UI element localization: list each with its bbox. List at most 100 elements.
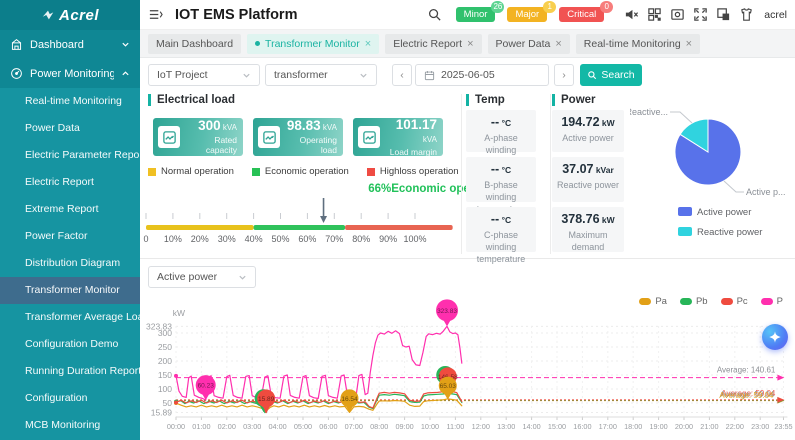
svg-text:15:00: 15:00: [548, 422, 566, 431]
svg-text:80%: 80%: [352, 234, 370, 244]
alarm-count-badge: 1: [543, 1, 557, 13]
device-select-value: transformer: [274, 69, 328, 81]
date-value: 2025-06-05: [441, 69, 495, 81]
power-label: Maximum demand: [568, 230, 608, 253]
tab-power-data[interactable]: Power Data ×: [487, 33, 570, 54]
alarm-badge-minor[interactable]: Minor 26: [455, 1, 505, 22]
sidebar-item-configuration-demo[interactable]: Configuration Demo: [25, 338, 119, 350]
alarm-badge-label: Critical: [567, 9, 597, 20]
status-legend-item: Economic operation: [251, 166, 349, 177]
project-select[interactable]: IoT Project: [148, 64, 260, 86]
tab-label: Real-time Monitoring: [583, 37, 681, 50]
svg-text:21:00: 21:00: [700, 422, 718, 431]
svg-text:Active power: Active power: [697, 207, 751, 218]
tab-close-icon[interactable]: ×: [555, 37, 562, 50]
line-chart-legend: Pa Pb Pc P: [639, 296, 783, 307]
svg-text:06:00: 06:00: [319, 422, 337, 431]
electrical-load-title: Electrical load: [148, 94, 235, 106]
sidebar-item-mcb-monitoring[interactable]: MCB Monitoring: [25, 419, 101, 431]
legend-label: Normal operation: [161, 166, 234, 177]
screenshot-icon[interactable]: [670, 7, 685, 22]
load-card-operating-load: 98.83 kVA Operating load: [253, 118, 343, 156]
tab-close-icon[interactable]: ×: [467, 37, 474, 50]
sparkle-icon: [769, 331, 781, 343]
power-label: Reactive power: [556, 180, 620, 190]
status-legend-item: Highloss operation: [366, 166, 459, 177]
svg-text:60.23: 60.23: [198, 383, 215, 390]
sidebar-item-real-time-monitoring[interactable]: Real-time Monitoring: [25, 95, 122, 107]
fullscreen-icon[interactable]: [693, 7, 708, 22]
device-select[interactable]: transformer: [265, 64, 377, 86]
active-tab-dot: [255, 41, 261, 46]
tab-close-icon[interactable]: ×: [685, 37, 693, 50]
sidebar-item-power-data[interactable]: Power Data: [25, 122, 80, 134]
svg-text:10%: 10%: [164, 234, 182, 244]
theme-layers-icon[interactable]: [716, 7, 731, 22]
temp-card: -- °CB-phase winding temperature: [466, 157, 536, 214]
sidebar-item-label: Power Monitoring: [30, 67, 114, 80]
tab-close-icon[interactable]: ×: [364, 37, 372, 50]
sidebar-item-extreme-report[interactable]: Extreme Report: [25, 203, 99, 215]
alarm-badge-critical[interactable]: Critical 0: [559, 1, 614, 22]
sidebar-item-power-factor[interactable]: Power Factor: [25, 230, 88, 242]
power-title: Power: [552, 94, 596, 106]
mute-icon[interactable]: [624, 7, 639, 22]
pie-legend-swatch[interactable]: [678, 207, 692, 216]
sidebar-item-power-monitoring[interactable]: Power Monitoring: [0, 59, 140, 88]
svg-text:70%: 70%: [325, 234, 343, 244]
legend-label: P: [776, 296, 783, 307]
chevron-down-icon: [239, 275, 246, 280]
app-logo[interactable]: Acrel: [0, 0, 140, 30]
power-value: 37.07: [562, 162, 594, 176]
sidebar-item-transformer-average-loa-[interactable]: Transformer Average Loa...: [25, 311, 140, 323]
sidebar-item-electric-parameter-report[interactable]: Electric Parameter Report: [25, 149, 140, 161]
chart-legend-item-pc[interactable]: Pc: [720, 296, 748, 307]
svg-text:19:00: 19:00: [649, 422, 667, 431]
power-unit: kW: [599, 215, 615, 225]
alarm-badge-label: Major: [515, 9, 540, 20]
svg-text:323.83: 323.83: [437, 308, 457, 315]
search-button[interactable]: Search: [580, 64, 642, 86]
pie-legend-swatch[interactable]: [678, 227, 692, 236]
legend-label: Pa: [655, 296, 667, 307]
tab-electric-report[interactable]: Electric Report ×: [385, 33, 482, 54]
chart-legend-item-p[interactable]: P: [760, 296, 783, 307]
skin-icon[interactable]: [739, 7, 754, 22]
load-card-load-margin: 101.17 kVA Load margin: [353, 117, 443, 157]
search-icon[interactable]: [427, 7, 442, 22]
menu-collapse-icon[interactable]: [148, 7, 163, 22]
svg-text:100: 100: [158, 384, 172, 394]
chart-legend-item-pb[interactable]: Pb: [679, 296, 708, 307]
sidebar-item-configuration[interactable]: Configuration: [25, 392, 88, 404]
username[interactable]: acrel: [764, 8, 787, 21]
tab-label: Transformer Monitor: [265, 37, 360, 50]
svg-text:Average: 59.04: Average: 59.04: [719, 391, 774, 400]
alarm-badge-major[interactable]: Major 1: [507, 1, 557, 22]
legend-swatch: [679, 298, 692, 305]
date-next-button[interactable]: ›: [554, 64, 574, 86]
sidebar-item-electric-report[interactable]: Electric Report: [25, 176, 94, 188]
sidebar-item-dashboard[interactable]: Dashboard: [0, 30, 140, 59]
tab-bar: Main Dashboard Transformer Monitor × Electr…: [140, 30, 795, 58]
temp-unit: °C: [499, 165, 512, 175]
sidebar-item-distribution-diagram[interactable]: Distribution Diagram: [25, 257, 121, 269]
svg-text:200: 200: [158, 356, 172, 366]
tab-transformer-monitor[interactable]: Transformer Monitor ×: [247, 33, 380, 54]
chevron-down-icon: [243, 73, 250, 78]
chart-legend-item-pa[interactable]: Pa: [639, 296, 667, 307]
acrel-logo-icon: [42, 10, 54, 20]
sidebar-item-running-duration-report[interactable]: Running Duration Report: [25, 365, 140, 377]
series-select[interactable]: Active power: [148, 266, 256, 288]
date-input[interactable]: 2025-06-05: [415, 64, 549, 86]
tab-main-dashboard[interactable]: Main Dashboard: [148, 33, 242, 54]
legend-label: Pc: [736, 296, 748, 307]
date-prev-button[interactable]: ‹: [392, 64, 412, 86]
svg-text:00:00: 00:00: [167, 422, 185, 431]
tab-real-time-monitoring[interactable]: Real-time Monitoring ×: [575, 33, 701, 54]
qr-grid-icon[interactable]: [647, 7, 662, 22]
sidebar-item-transformer-monitor[interactable]: Transformer Monitor: [0, 277, 140, 304]
svg-text:60%: 60%: [298, 234, 316, 244]
svg-text:11:00: 11:00: [447, 422, 465, 431]
load-card-unit: kVA: [220, 123, 237, 133]
ai-assistant-button[interactable]: [762, 324, 788, 350]
